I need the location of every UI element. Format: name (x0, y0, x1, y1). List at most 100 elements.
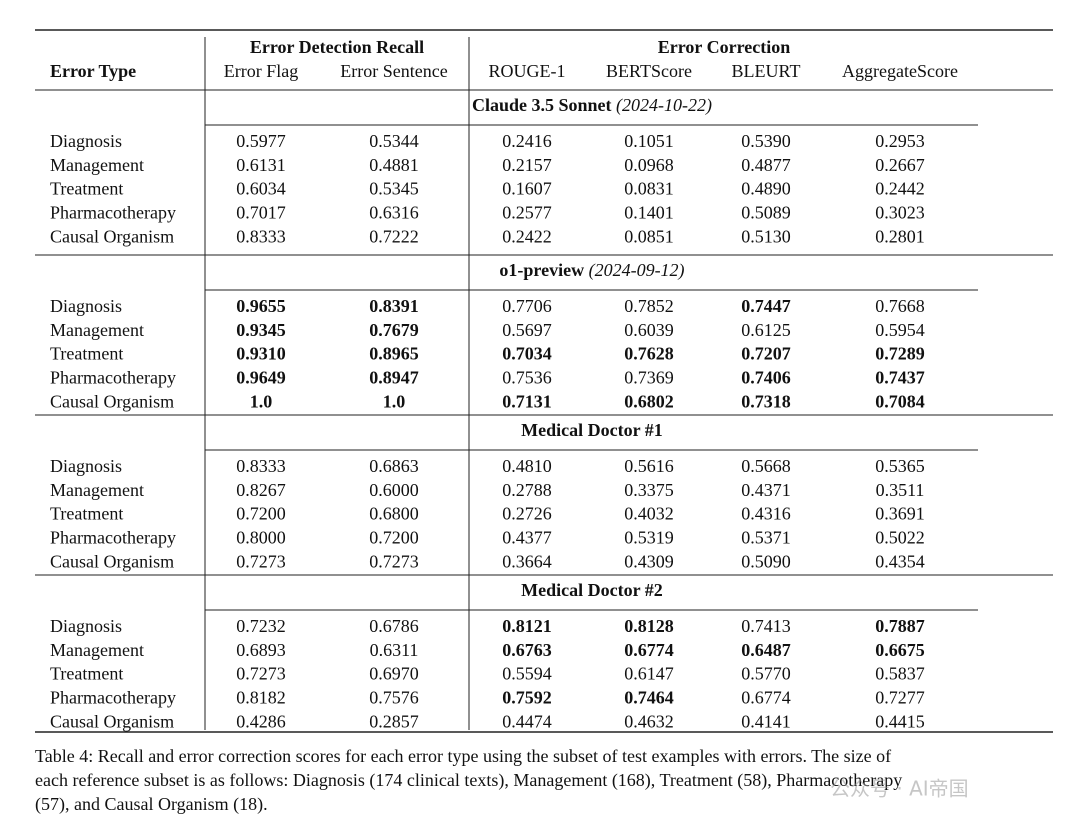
cell-value: 0.4632 (624, 711, 674, 731)
cell-value: 0.7668 (875, 296, 925, 316)
row-label: Diagnosis (50, 616, 122, 636)
cell-value: 0.5371 (741, 528, 791, 548)
cell-value: 0.5022 (875, 528, 925, 548)
cell-value: 0.3691 (875, 504, 925, 524)
cell-value: 0.4032 (624, 504, 674, 524)
row-label: Management (50, 640, 144, 660)
cell-value: 0.7200 (236, 504, 286, 524)
cell-value: 0.5319 (624, 528, 674, 548)
cell-value: 0.6147 (624, 664, 674, 684)
cell-value: 0.2667 (875, 155, 925, 175)
cell-value: 0.8965 (369, 344, 419, 364)
cell-value: 0.8391 (369, 296, 419, 316)
cell-value: 0.7034 (502, 344, 552, 364)
cell-value: 0.5345 (369, 179, 419, 199)
cell-value: 0.8947 (369, 368, 419, 388)
cell-value: 0.2442 (875, 179, 925, 199)
cell-value: 0.5130 (741, 226, 791, 246)
cell-value: 0.7628 (624, 344, 674, 364)
cell-value: 0.6034 (236, 179, 286, 199)
section-title: o1-preview (2024-09-12) (499, 260, 684, 281)
cell-value: 0.7887 (875, 616, 925, 636)
cell-value: 0.8121 (502, 616, 552, 636)
cell-value: 0.1401 (624, 203, 674, 223)
row-label: Causal Organism (50, 226, 174, 246)
row-label: Causal Organism (50, 711, 174, 731)
model-name: Medical Doctor #1 (521, 420, 663, 440)
cell-value: 0.4474 (502, 711, 552, 731)
group-header: Error Detection Recall (250, 37, 424, 57)
cell-value: 0.7706 (502, 296, 552, 316)
cell-value: 0.2788 (502, 480, 552, 500)
caption-line: Table 4: Recall and error correction sco… (35, 746, 891, 766)
cell-value: 0.6893 (236, 640, 286, 660)
cell-value: 0.8333 (236, 226, 286, 246)
cell-value: 0.6311 (370, 640, 419, 660)
cell-value: 0.8000 (236, 528, 286, 548)
row-label: Management (50, 320, 144, 340)
cell-value: 0.3664 (502, 551, 552, 571)
cell-value: 0.7017 (236, 203, 286, 223)
cell-value: 0.7592 (502, 688, 552, 708)
cell-value: 0.5837 (875, 664, 925, 684)
cell-value: 0.7447 (741, 296, 791, 316)
column-header: ROUGE-1 (489, 61, 566, 81)
cell-value: 0.5668 (741, 456, 791, 476)
cell-value: 0.4415 (875, 711, 925, 731)
cell-value: 0.7289 (875, 344, 925, 364)
model-date: (2024-09-12) (589, 260, 685, 281)
cell-value: 0.6039 (624, 320, 674, 340)
row-label: Causal Organism (50, 551, 174, 571)
cell-value: 0.7273 (369, 551, 419, 571)
cell-value: 0.2422 (502, 226, 552, 246)
cell-value: 0.7273 (236, 551, 286, 571)
cell-value: 0.4377 (502, 528, 552, 548)
cell-value: 0.3511 (876, 480, 925, 500)
cell-value: 0.9649 (236, 368, 286, 388)
cell-value: 0.4881 (369, 155, 419, 175)
cell-value: 0.7406 (741, 368, 791, 388)
cell-value: 0.5594 (502, 664, 552, 684)
cell-value: 0.0851 (624, 226, 674, 246)
cell-value: 0.0968 (624, 155, 674, 175)
cell-value: 0.5697 (502, 320, 552, 340)
cell-value: 0.2577 (502, 203, 552, 223)
cell-value: 0.6774 (741, 688, 791, 708)
cell-value: 0.5977 (236, 131, 286, 151)
cell-value: 0.6316 (369, 203, 419, 223)
cell-value: 0.5954 (875, 320, 925, 340)
cell-value: 0.9655 (236, 296, 286, 316)
cell-value: 0.7273 (236, 664, 286, 684)
row-label: Management (50, 155, 144, 175)
cell-value: 0.6802 (624, 391, 674, 411)
cell-value: 0.8333 (236, 456, 286, 476)
cell-value: 0.6786 (369, 616, 419, 636)
cell-value: 0.4877 (741, 155, 791, 175)
cell-value: 0.3023 (875, 203, 925, 223)
cell-value: 0.7277 (875, 688, 925, 708)
row-label-header: Error Type (50, 61, 136, 81)
cell-value: 0.7437 (875, 368, 925, 388)
cell-value: 0.4371 (741, 480, 791, 500)
cell-value: 0.7413 (741, 616, 791, 636)
cell-value: 0.9310 (236, 344, 286, 364)
cell-value: 0.7576 (369, 688, 419, 708)
row-label: Treatment (50, 179, 123, 199)
cell-value: 0.5344 (369, 131, 419, 151)
column-header: BLEURT (732, 61, 801, 81)
cell-value: 0.6774 (624, 640, 674, 660)
column-header: Error Flag (224, 61, 298, 81)
cell-value: 0.7222 (369, 226, 419, 246)
cell-value: 0.6763 (502, 640, 552, 660)
cell-value: 1.0 (250, 391, 273, 411)
row-label: Treatment (50, 344, 123, 364)
column-header: AggregateScore (842, 61, 958, 81)
cell-value: 0.8128 (624, 616, 674, 636)
cell-value: 0.4810 (502, 456, 552, 476)
cell-value: 0.6800 (369, 504, 419, 524)
cell-value: 0.7369 (624, 368, 674, 388)
cell-value: 0.7318 (741, 391, 791, 411)
cell-value: 0.7084 (875, 391, 925, 411)
cell-value: 0.5390 (741, 131, 791, 151)
